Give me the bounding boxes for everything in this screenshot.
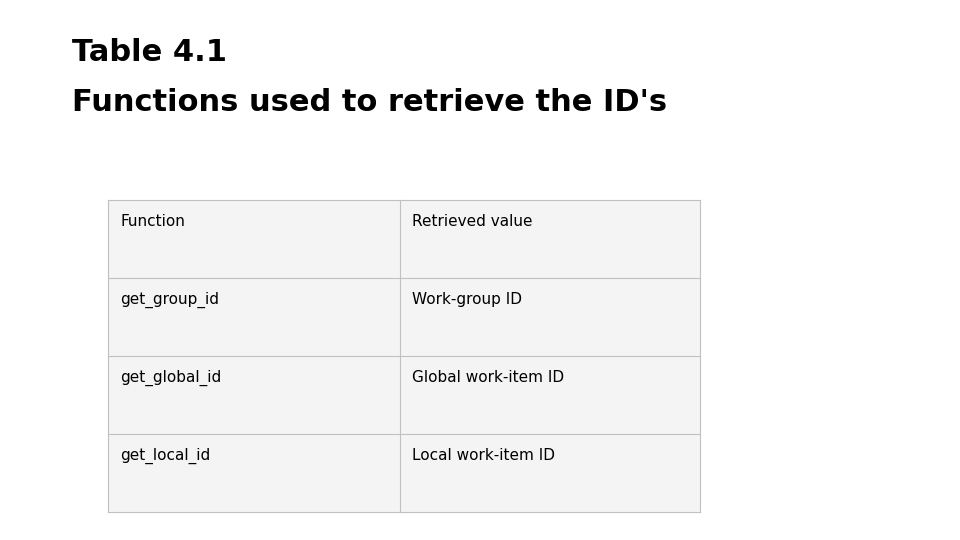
Text: get_local_id: get_local_id — [120, 448, 210, 464]
Text: Work-group ID: Work-group ID — [412, 292, 522, 307]
Bar — [400, 434, 700, 512]
Bar — [108, 200, 400, 278]
Text: get_group_id: get_group_id — [120, 292, 219, 308]
Bar — [108, 434, 400, 512]
Text: Functions used to retrieve the ID's: Functions used to retrieve the ID's — [72, 88, 667, 117]
Bar — [400, 200, 700, 278]
Text: Table 4.1: Table 4.1 — [72, 38, 227, 67]
Text: Global work-item ID: Global work-item ID — [412, 370, 564, 385]
Bar — [400, 356, 700, 434]
Text: get_global_id: get_global_id — [120, 370, 221, 386]
Bar — [108, 278, 400, 356]
Text: Retrieved value: Retrieved value — [412, 214, 533, 229]
Text: Local work-item ID: Local work-item ID — [412, 448, 555, 463]
Bar — [108, 356, 400, 434]
Text: Function: Function — [120, 214, 185, 229]
Bar — [400, 278, 700, 356]
